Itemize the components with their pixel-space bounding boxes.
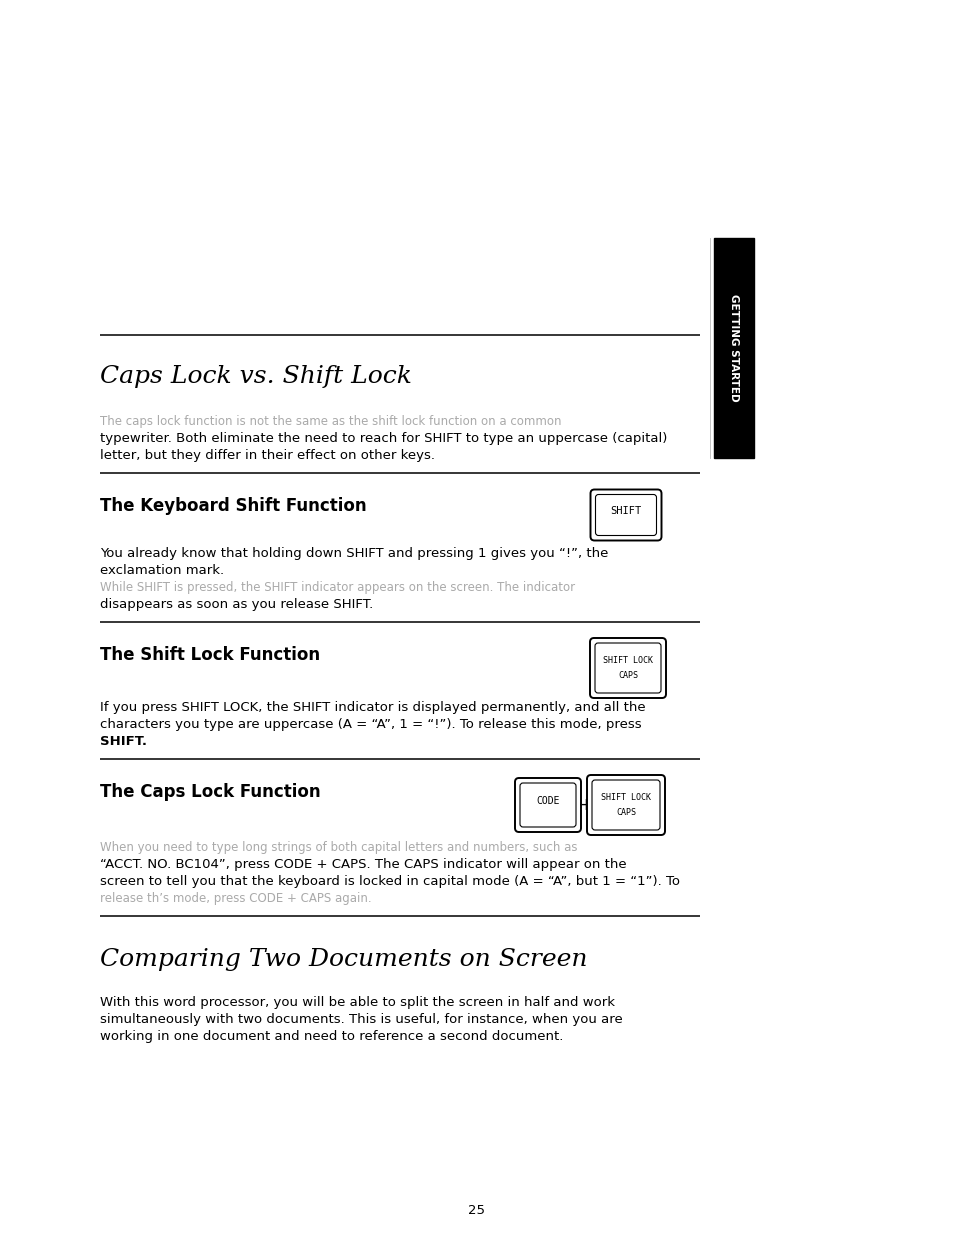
Text: typewriter. Both eliminate the need to reach for SHIFT to type an uppercase (cap: typewriter. Both eliminate the need to r… xyxy=(100,432,667,445)
Text: 25: 25 xyxy=(468,1203,485,1216)
Text: SHIFT: SHIFT xyxy=(610,506,641,516)
FancyBboxPatch shape xyxy=(595,643,660,693)
FancyBboxPatch shape xyxy=(519,783,576,827)
Text: +: + xyxy=(578,797,593,814)
FancyBboxPatch shape xyxy=(586,776,664,835)
Text: CODE: CODE xyxy=(536,797,559,806)
FancyBboxPatch shape xyxy=(592,781,659,830)
Text: simultaneously with two documents. This is useful, for instance, when you are: simultaneously with two documents. This … xyxy=(100,1013,622,1026)
Text: SHIFT LOCK: SHIFT LOCK xyxy=(600,793,650,802)
Text: Caps Lock vs. Shift Lock: Caps Lock vs. Shift Lock xyxy=(100,366,412,388)
Text: While SHIFT is pressed, the SHIFT indicator appears on the screen. The indicator: While SHIFT is pressed, the SHIFT indica… xyxy=(100,580,575,594)
Text: When you need to type long strings of both capital letters and numbers, such as: When you need to type long strings of bo… xyxy=(100,841,577,853)
Text: You already know that holding down SHIFT and pressing 1 gives you “!”, the: You already know that holding down SHIFT… xyxy=(100,547,608,559)
Text: release th’s mode, press CODE + CAPS again.: release th’s mode, press CODE + CAPS aga… xyxy=(100,892,372,905)
Text: “ACCT. NO. BC104”, press CODE + CAPS. The CAPS indicator will appear on the: “ACCT. NO. BC104”, press CODE + CAPS. Th… xyxy=(100,858,626,871)
Text: If you press SHIFT LOCK, the SHIFT indicator is displayed permanently, and all t: If you press SHIFT LOCK, the SHIFT indic… xyxy=(100,701,645,714)
Text: The Caps Lock Function: The Caps Lock Function xyxy=(100,783,320,802)
Text: The Keyboard Shift Function: The Keyboard Shift Function xyxy=(100,496,366,515)
FancyBboxPatch shape xyxy=(595,494,656,536)
Text: CAPS: CAPS xyxy=(618,672,638,680)
Text: With this word processor, you will be able to split the screen in half and work: With this word processor, you will be ab… xyxy=(100,995,615,1009)
Text: CAPS: CAPS xyxy=(616,809,636,818)
FancyBboxPatch shape xyxy=(589,638,665,698)
Text: GETTING STARTED: GETTING STARTED xyxy=(728,294,739,401)
Text: SHIFT LOCK: SHIFT LOCK xyxy=(602,656,652,664)
Text: exclamation mark.: exclamation mark. xyxy=(100,564,224,577)
Text: screen to tell you that the keyboard is locked in capital mode (A = “A”, but 1 =: screen to tell you that the keyboard is … xyxy=(100,876,679,888)
Text: The Shift Lock Function: The Shift Lock Function xyxy=(100,646,320,664)
Text: disappears as soon as you release SHIFT.: disappears as soon as you release SHIFT. xyxy=(100,598,373,611)
Text: SHIFT.: SHIFT. xyxy=(100,735,147,748)
FancyBboxPatch shape xyxy=(590,489,660,541)
Bar xyxy=(713,238,753,458)
Text: working in one document and need to reference a second document.: working in one document and need to refe… xyxy=(100,1030,563,1044)
Text: characters you type are uppercase (A = “A”, 1 = “!”). To release this mode, pres: characters you type are uppercase (A = “… xyxy=(100,718,641,731)
FancyBboxPatch shape xyxy=(515,778,580,832)
Text: The caps lock function is not the same as the shift lock function on a common: The caps lock function is not the same a… xyxy=(100,415,561,429)
Text: letter, but they differ in their effect on other keys.: letter, but they differ in their effect … xyxy=(100,450,435,462)
Text: Comparing Two Documents on Screen: Comparing Two Documents on Screen xyxy=(100,948,587,971)
